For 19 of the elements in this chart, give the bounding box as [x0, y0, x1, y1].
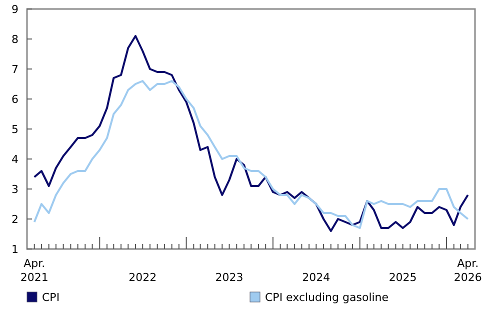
x-tick-label: 2025: [388, 271, 417, 284]
x-tick-label: 2022: [128, 271, 157, 284]
x-tick-label: 2024: [302, 271, 330, 284]
y-tick-label: 2: [12, 212, 18, 226]
x-tick-label: Apr. 2021: [20, 257, 48, 284]
y-tick-label: 1: [12, 242, 18, 256]
y-tick-label: 7: [12, 62, 18, 76]
y-tick-label: 8: [12, 32, 18, 46]
y-tick-label: 9: [12, 2, 18, 16]
legend-label: CPI: [42, 291, 60, 304]
y-tick-label: 4: [12, 152, 18, 166]
y-tick-label: 3: [12, 182, 18, 196]
y-tick-label: 5: [12, 122, 18, 136]
legend-label: CPI excluding gasoline: [265, 291, 389, 304]
x-tick-label: 2023: [215, 271, 244, 284]
y-tick-label: 6: [12, 92, 18, 106]
x-tick-label: Apr. 2026: [454, 257, 482, 284]
line-series: [33, 80, 469, 229]
line-series: [33, 35, 469, 232]
